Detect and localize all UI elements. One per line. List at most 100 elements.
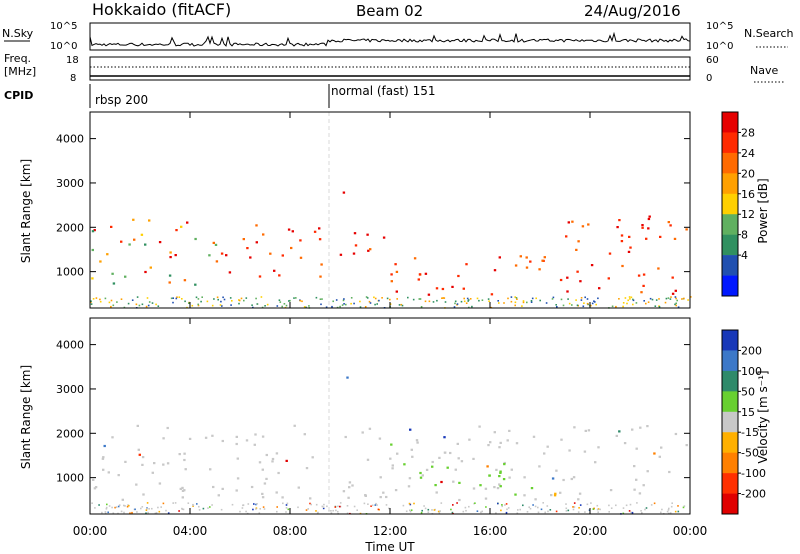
echo-cell <box>436 299 438 302</box>
echo-cell <box>671 502 673 504</box>
echo-cell <box>648 215 651 218</box>
echo-cell <box>183 489 186 492</box>
echo-cell <box>553 494 557 497</box>
echo-cell <box>587 429 591 432</box>
echo-cell <box>503 302 505 304</box>
colorbar-tick-label: 12 <box>741 208 755 221</box>
echo-cell <box>160 506 162 508</box>
echo-cell <box>400 303 403 306</box>
echo-cell <box>641 226 644 229</box>
echo-cell <box>628 235 631 238</box>
echo-cell <box>91 502 93 504</box>
echo-cell <box>321 298 323 300</box>
echo-cell <box>350 302 352 305</box>
echo-cell <box>438 512 441 514</box>
echo-cell <box>124 460 127 463</box>
echo-cell <box>674 303 676 306</box>
echo-cell <box>291 230 294 233</box>
echo-cell <box>382 491 385 494</box>
echo-cell <box>538 465 541 468</box>
echo-cell <box>647 301 650 303</box>
echo-cell <box>265 477 268 480</box>
echo-cell <box>441 297 443 299</box>
echo-cell <box>431 465 434 468</box>
echo-cell <box>208 254 211 257</box>
echo-cell <box>388 507 390 510</box>
echo-cell <box>577 498 580 501</box>
echo-cell <box>472 457 475 460</box>
nsearch-tick-low: 10^0 <box>706 41 733 52</box>
echo-cell <box>353 232 357 235</box>
echo-cell <box>498 483 501 486</box>
echo-cell <box>330 512 333 514</box>
echo-cell <box>437 510 440 513</box>
echo-cell <box>675 297 677 300</box>
echo-cell <box>394 489 398 492</box>
echo-cell <box>91 248 94 252</box>
echo-cell <box>530 487 534 490</box>
echo-cell <box>620 240 624 243</box>
echo-cell <box>256 303 259 305</box>
echo-cell <box>534 498 537 501</box>
echo-cell <box>629 298 631 300</box>
echo-cell <box>468 438 471 441</box>
echo-cell <box>567 221 570 224</box>
echo-cell <box>419 471 422 475</box>
echo-cell <box>409 503 412 506</box>
echo-cell <box>295 297 297 299</box>
nave-tick-low: 0 <box>706 73 712 84</box>
echo-cell <box>615 504 617 507</box>
echo-cell <box>514 301 517 304</box>
velocity-y-label: Slant Range [km] <box>19 365 33 469</box>
echo-cell <box>671 276 674 279</box>
echo-cell <box>670 296 672 298</box>
echo-cell <box>126 505 129 508</box>
echo-cell <box>378 437 382 440</box>
echo-cell <box>667 221 670 224</box>
echo-cell <box>596 504 599 507</box>
echo-cell <box>311 456 314 459</box>
echo-cell <box>172 502 174 504</box>
echo-cell <box>573 506 576 508</box>
echo-cell <box>481 299 484 301</box>
echo-cell <box>467 299 470 301</box>
echo-cell <box>435 491 438 494</box>
echo-cell <box>439 510 441 512</box>
echo-cell <box>597 511 599 513</box>
velocity-frame <box>89 317 691 515</box>
echo-cell <box>454 468 457 471</box>
echo-cell <box>481 510 483 513</box>
echo-cell <box>154 512 157 515</box>
echo-cell <box>488 474 491 477</box>
echo-cell <box>631 428 634 431</box>
echo-cell <box>599 508 601 511</box>
echo-cell <box>479 484 482 487</box>
echo-cell <box>114 506 116 509</box>
echo-cell <box>131 511 133 514</box>
echo-cell <box>117 474 120 477</box>
echo-cell <box>538 268 541 271</box>
echo-cell <box>580 297 583 299</box>
echo-cell <box>493 431 496 434</box>
echo-cell <box>145 305 148 308</box>
echo-cell <box>222 296 224 299</box>
echo-cell <box>238 299 241 302</box>
echo-cell <box>618 298 620 300</box>
echo-cell <box>456 502 458 504</box>
echo-cell <box>341 304 344 306</box>
echo-cell <box>629 246 632 249</box>
echo-cell <box>276 510 278 513</box>
echo-cell <box>145 509 148 511</box>
echo-cell <box>133 238 136 241</box>
echo-cell <box>635 302 638 304</box>
colorbar-swatch <box>722 350 738 372</box>
freq-label-1: Freq. <box>4 52 31 65</box>
echo-cell <box>253 503 255 505</box>
echo-cell <box>575 299 577 301</box>
echo-cell <box>478 299 480 302</box>
echo-cell <box>519 255 522 258</box>
echo-cell <box>142 493 145 496</box>
echo-cell <box>431 460 434 464</box>
echo-cell <box>522 504 524 507</box>
colorbar-tick-label: 20 <box>741 167 755 180</box>
